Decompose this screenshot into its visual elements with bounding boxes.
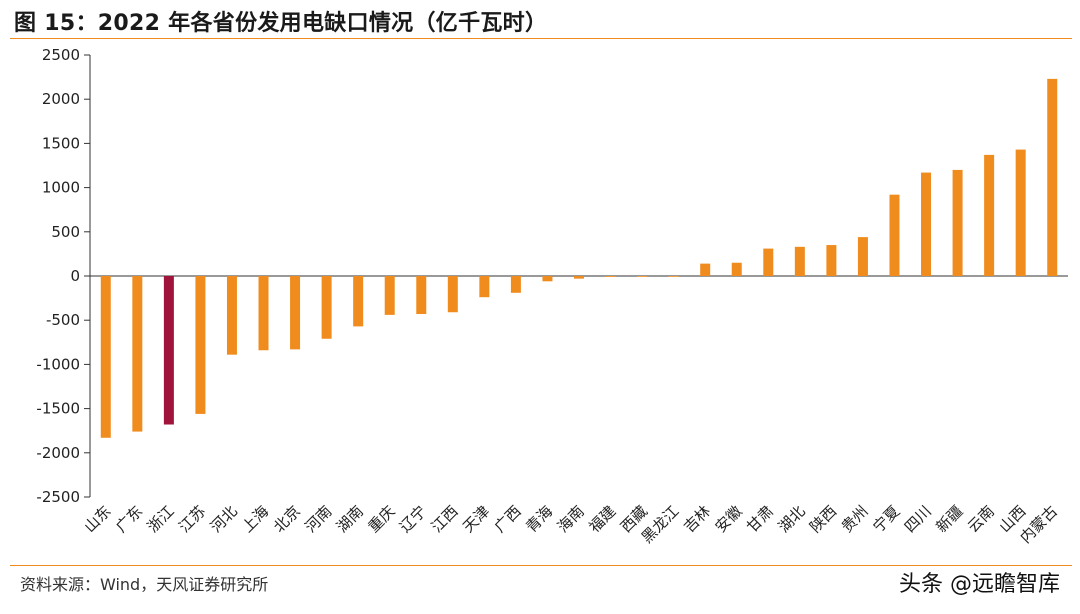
x-tick-label: 北京: [270, 502, 304, 536]
x-tick-label: 河南: [301, 502, 335, 536]
x-tick-label: 广西: [491, 502, 525, 536]
bar-湖北: [794, 246, 805, 276]
bar-天津: [479, 276, 490, 298]
bar-新疆: [952, 169, 963, 276]
title-divider: [10, 38, 1072, 39]
x-tick-label: 湖南: [333, 502, 367, 536]
bars: [100, 78, 1058, 438]
bar-湖南: [353, 276, 364, 327]
bar-海南: [574, 276, 584, 279]
x-tick-label: 浙江: [144, 502, 178, 536]
x-tick-label: 陕西: [806, 502, 840, 536]
x-tick-label: 江西: [428, 502, 462, 536]
bar-江苏: [195, 276, 206, 414]
x-tick-label: 广东: [112, 502, 146, 536]
x-tick-label: 青海: [522, 502, 556, 536]
bar-上海: [258, 276, 269, 351]
bar-山东: [100, 276, 111, 438]
bar-吉林: [700, 263, 711, 276]
watermark: 头条 @远瞻智库: [899, 572, 1060, 597]
y-tick-label: 2500: [42, 46, 80, 64]
bar-云南: [984, 154, 995, 276]
y-axis: 2500 2000 1500 1000 500 0 -500 -1000 -1500 -2000 -…: [36, 46, 1068, 506]
bar-青海: [542, 276, 553, 282]
x-tick-label: 重庆: [365, 502, 399, 536]
y-tick-label: 2000: [42, 90, 80, 108]
x-tick-label: 湖北: [775, 502, 809, 536]
bar-西藏: [637, 276, 648, 277]
x-tick-label: 上海: [238, 502, 272, 536]
x-tick-label: 海南: [554, 502, 588, 536]
y-tick-label: -2000: [36, 444, 80, 462]
x-tick-label: 贵州: [838, 502, 872, 536]
x-tick-label: 辽宁: [396, 502, 430, 536]
x-tick-label: 江苏: [175, 502, 209, 536]
bar-广西: [510, 276, 521, 293]
x-tick-label: 吉林: [680, 502, 714, 536]
y-tick-label: 1500: [42, 134, 80, 152]
x-tick-label: 天津: [459, 502, 493, 536]
bar-内蒙古: [1047, 78, 1058, 276]
bar-山西: [1015, 149, 1026, 276]
bar-辽宁: [416, 276, 427, 315]
bar-浙江: [163, 276, 174, 425]
bar-四川: [921, 172, 932, 276]
bar-黑龙江: [668, 276, 679, 277]
footer-divider: [10, 565, 1072, 566]
y-tick-label: -500: [46, 311, 80, 329]
x-tick-label: 安徽: [712, 502, 746, 536]
x-tick-label: 山东: [81, 502, 115, 536]
bar-宁夏: [889, 194, 900, 276]
bar-江西: [447, 276, 458, 313]
bar-北京: [290, 276, 301, 350]
bar-河北: [226, 276, 237, 355]
bar-贵州: [857, 237, 868, 276]
bar-广东: [132, 276, 143, 432]
bar-chart: 2500 2000 1500 1000 500 0 -500 -1000 -1500 -2000 -…: [36, 46, 1068, 547]
y-tick-label: 1000: [42, 179, 80, 197]
x-axis-labels: 山东广东浙江江苏河北上海北京河南湖南重庆辽宁江西天津广西青海海南福建西藏黑龙江吉…: [81, 502, 1061, 547]
source-note: 资料来源：Wind，天风证券研究所: [20, 575, 269, 594]
x-tick-label: 河北: [207, 502, 241, 536]
bar-福建: [605, 276, 616, 277]
bar-陕西: [826, 245, 837, 276]
x-tick-label: 云南: [964, 502, 998, 536]
x-tick-label: 福建: [585, 502, 619, 536]
y-tick-label: 500: [51, 223, 80, 241]
bar-重庆: [384, 276, 395, 315]
x-tick-label: 宁夏: [869, 502, 903, 536]
chart-title: 图 15：2022 年各省份发用电缺口情况（亿千瓦时）: [14, 11, 548, 36]
x-tick-label: 甘肃: [743, 502, 777, 536]
bar-河南: [321, 276, 332, 339]
y-tick-label: -1500: [36, 400, 80, 418]
y-tick-label: -2500: [36, 488, 80, 506]
x-tick-label: 四川: [901, 502, 935, 536]
bar-安徽: [731, 262, 742, 276]
y-tick-label: 0: [70, 267, 80, 285]
bar-甘肃: [763, 248, 774, 276]
x-tick-label: 新疆: [932, 502, 966, 536]
y-tick-label: -1000: [36, 355, 80, 373]
